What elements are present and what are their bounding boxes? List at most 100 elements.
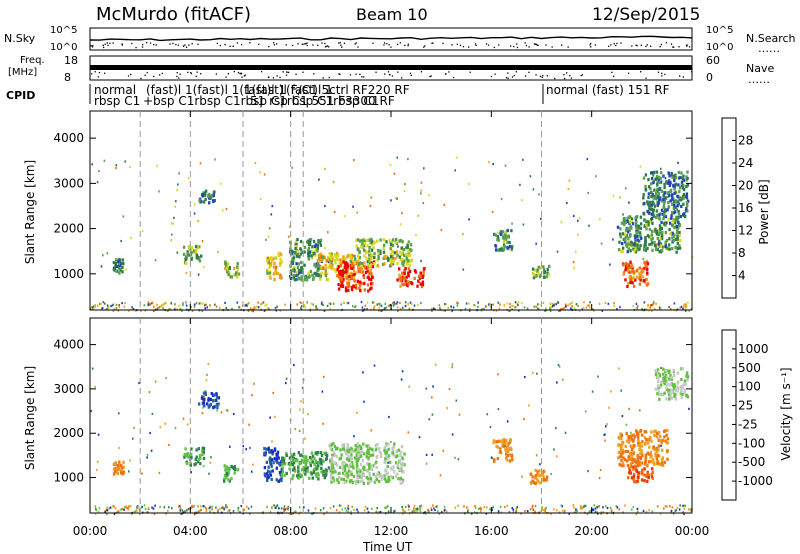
noise-cell xyxy=(578,217,581,220)
echo-cell xyxy=(290,453,293,457)
echo-cell xyxy=(269,460,272,464)
noise-cell xyxy=(314,507,317,510)
echo-cell xyxy=(622,272,625,276)
noise-cell xyxy=(284,508,287,511)
echo-cell xyxy=(347,465,351,469)
echo-cell xyxy=(344,286,348,290)
noise-cell xyxy=(373,305,376,308)
noise-cell xyxy=(307,509,310,512)
echo-cell xyxy=(366,449,369,453)
echo-cell xyxy=(676,371,680,375)
echo-cell xyxy=(664,378,667,383)
echo-cell xyxy=(313,456,316,461)
echo-cell xyxy=(542,275,546,279)
echo-cell xyxy=(685,178,688,182)
noise-search-point xyxy=(224,44,226,46)
echo-cell xyxy=(358,283,362,287)
noise-cell xyxy=(679,306,681,309)
x-tick-label: 16:00 xyxy=(474,524,509,538)
noise-search-point xyxy=(273,44,276,46)
echo-cell xyxy=(351,465,354,469)
echo-cell xyxy=(670,216,673,220)
echo-cell xyxy=(626,226,630,230)
echo-cell xyxy=(685,194,688,198)
echo-cell xyxy=(368,271,371,275)
noise-cell xyxy=(685,305,687,308)
echo-cell xyxy=(121,258,124,262)
echo-cell xyxy=(360,239,363,243)
noise-search-point xyxy=(561,44,563,46)
echo-cell xyxy=(675,224,678,228)
echo-cell xyxy=(680,180,684,184)
echo-cell xyxy=(634,250,638,254)
noise-search-point xyxy=(659,46,661,48)
echo-cell xyxy=(661,438,664,443)
noise-cell xyxy=(146,453,149,456)
echo-cell xyxy=(202,401,206,405)
echo-cell xyxy=(370,467,374,471)
echo-cell xyxy=(341,269,345,273)
noise-cell xyxy=(106,304,109,307)
nave-point xyxy=(355,73,357,75)
echo-cell xyxy=(642,196,645,200)
noise-cell xyxy=(211,508,213,511)
noise-cell xyxy=(676,208,678,211)
echo-cell xyxy=(357,449,361,453)
echo-cell xyxy=(683,212,686,216)
echo-cell xyxy=(283,462,287,466)
echo-cell xyxy=(638,272,641,276)
echo-cell xyxy=(270,464,273,468)
noise-search-point xyxy=(91,46,94,48)
nave-point xyxy=(401,77,403,79)
noise-cell xyxy=(593,504,596,507)
echo-cell xyxy=(626,216,629,220)
echo-cell xyxy=(391,262,395,266)
noise-cell xyxy=(296,303,298,306)
echo-cell xyxy=(370,253,373,257)
nave-point xyxy=(430,75,432,77)
echo-cell xyxy=(658,180,661,185)
echo-cell xyxy=(635,221,638,225)
echo-cell xyxy=(341,284,344,288)
noise-cell xyxy=(204,307,206,310)
echo-cell xyxy=(338,471,341,475)
echo-cell xyxy=(278,251,282,255)
echo-cell xyxy=(624,240,627,244)
nave-point xyxy=(282,71,284,73)
echo-cell xyxy=(627,264,630,268)
noise-cell xyxy=(407,303,409,306)
noise-cell xyxy=(252,310,254,313)
noise-cell xyxy=(514,301,517,304)
noise-cell xyxy=(632,506,635,509)
echo-cell xyxy=(370,237,373,241)
echo-cell xyxy=(635,229,638,233)
echo-cell xyxy=(410,281,413,285)
echo-cell xyxy=(358,472,362,476)
echo-cell xyxy=(278,470,282,475)
echo-cell xyxy=(640,270,643,274)
echo-cell xyxy=(629,280,632,284)
echo-cell xyxy=(291,463,295,467)
nave-point xyxy=(513,74,515,77)
noise-cell xyxy=(514,306,516,309)
noise-cell xyxy=(185,271,188,275)
echo-cell xyxy=(370,272,373,276)
nave-point xyxy=(387,71,390,73)
noise-cell xyxy=(512,508,515,511)
noise-cell xyxy=(153,512,156,515)
echo-cell xyxy=(664,244,668,248)
y-tick-label: 1000 xyxy=(53,471,84,485)
noise-cell xyxy=(271,505,273,509)
echo-cell xyxy=(639,244,642,248)
echo-cell xyxy=(655,209,659,213)
noise-cell xyxy=(287,506,289,509)
echo-cell xyxy=(339,456,343,460)
echo-cell xyxy=(640,236,643,240)
noise-cell xyxy=(443,509,446,512)
echo-cell xyxy=(295,278,298,282)
noise-cell xyxy=(480,510,482,513)
nave-point xyxy=(178,77,180,79)
echo-cell xyxy=(396,449,399,453)
echo-cell xyxy=(387,454,391,458)
noise-cell xyxy=(522,158,524,161)
